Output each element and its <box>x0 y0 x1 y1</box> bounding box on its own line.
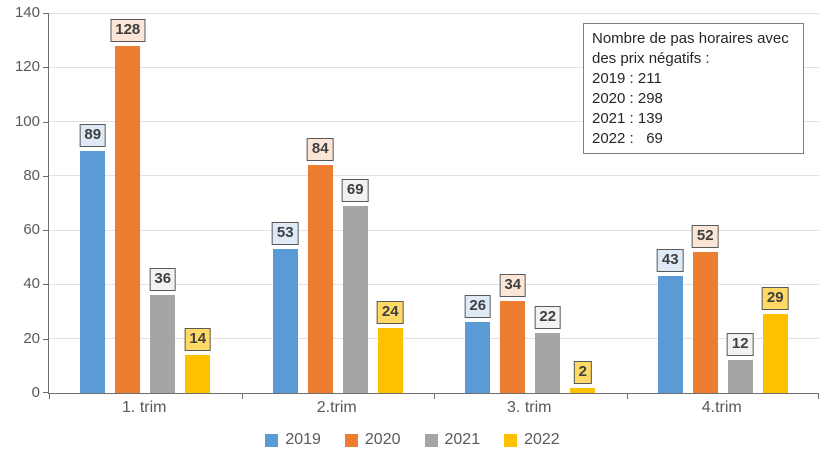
y-axis-tick <box>43 392 48 393</box>
gridline <box>49 283 819 285</box>
y-axis-tick <box>43 121 48 123</box>
y-axis-label: 100 <box>14 112 40 130</box>
bar-2019-3trim <box>465 322 491 393</box>
bar-label: 34 <box>499 273 527 297</box>
category-label: 2.trim <box>316 399 357 416</box>
bar-2019-1trim <box>80 151 106 393</box>
legend-swatch <box>344 433 358 447</box>
gridline <box>49 338 819 340</box>
bar-2021-1trim <box>150 295 176 393</box>
bar-label: 29 <box>761 287 789 311</box>
y-axis-tick <box>43 175 48 177</box>
x-axis-tick <box>818 394 819 399</box>
legend-label: 2021 <box>444 431 481 448</box>
bar-label: 12 <box>726 333 754 357</box>
y-axis-tick <box>43 13 48 14</box>
x-axis-tick <box>241 394 243 399</box>
legend-item-2022: 2022 <box>504 431 560 449</box>
bar-label: 84 <box>306 138 334 161</box>
bar-label: 22 <box>534 306 562 330</box>
annotation-line: 2021 : 139 <box>592 110 663 127</box>
x-axis-tick <box>434 394 435 399</box>
category-label: 4.trim <box>701 399 742 416</box>
bar-label: 43 <box>656 249 684 273</box>
bar-2022-4trim <box>762 314 788 393</box>
gridline <box>49 66 819 68</box>
bar-label: 69 <box>341 178 369 202</box>
legend-item-2021: 2021 <box>424 431 481 449</box>
y-axis-tick <box>43 67 48 69</box>
legend-item-2019: 2019 <box>265 431 321 449</box>
legend-label: 2020 <box>364 431 401 448</box>
bar-2020-4trim <box>692 251 718 393</box>
y-axis-label: 120 <box>14 58 40 76</box>
category-label: 1. trim <box>122 399 167 416</box>
bar-2020-2trim <box>307 165 333 393</box>
bar-label: 52 <box>691 224 719 248</box>
annotation-line: Nombre de pas horaires avec <box>592 30 789 47</box>
legend-swatch <box>265 433 279 447</box>
bar-label: 36 <box>149 268 177 292</box>
y-axis-tick <box>43 338 48 340</box>
bar-2022-2trim <box>377 327 403 393</box>
bar-2021-2trim <box>342 205 368 393</box>
plot-area: 89 128 36 14 53 84 69 24 26 34 22 2 43 52 12 29 <box>43 12 819 399</box>
bar-2021-3trim <box>535 333 561 393</box>
bar-label: 24 <box>376 300 404 324</box>
bar-label: 14 <box>184 328 212 351</box>
bar-2019-4trim <box>657 276 683 393</box>
bar-label: 128 <box>110 18 146 42</box>
annotation-line: des prix négatifs : <box>592 50 710 67</box>
y-axis-label: 60 <box>23 221 40 239</box>
y-axis-label: 0 <box>31 384 40 401</box>
legend: 2019 2020 2021 2022 <box>0 431 825 449</box>
legend-label: 2019 <box>285 431 321 448</box>
annotation-line: 2022 : 69 <box>592 130 663 147</box>
y-axis-label: 40 <box>23 275 40 293</box>
gridline <box>49 12 819 14</box>
y-axis-label: 80 <box>23 166 40 184</box>
legend-item-2020: 2020 <box>344 431 401 449</box>
annotation-line: 2020 : 298 <box>592 90 663 107</box>
bar-label: 2 <box>573 360 592 384</box>
legend-swatch <box>424 433 438 447</box>
gridline <box>49 229 819 231</box>
category-label: 3. trim <box>507 399 552 416</box>
bar-2019-2trim <box>272 249 298 393</box>
bar-2022-1trim <box>185 355 211 393</box>
y-axis-tick <box>43 230 48 232</box>
annotation-box: Nombre de pas horaires avec des prix nég… <box>583 23 804 154</box>
y-axis-label: 140 <box>14 4 40 21</box>
x-axis-tick <box>49 394 50 399</box>
bar-2020-1trim <box>115 45 141 393</box>
gridline <box>49 121 819 123</box>
bar-label: 26 <box>464 295 492 319</box>
y-axis-label: 20 <box>23 329 40 347</box>
legend-swatch <box>504 433 518 447</box>
bar-2021-4trim <box>727 360 753 393</box>
gridline <box>49 175 819 177</box>
bar-2020-3trim <box>500 300 526 393</box>
annotation-line: 2019 : 211 <box>592 70 662 87</box>
bar-2022-3trim <box>570 387 596 393</box>
bar-label: 53 <box>271 222 299 246</box>
y-axis-tick <box>43 284 48 286</box>
bar-label: 89 <box>79 124 107 148</box>
x-axis-tick <box>626 394 628 399</box>
legend-label: 2022 <box>524 431 560 448</box>
